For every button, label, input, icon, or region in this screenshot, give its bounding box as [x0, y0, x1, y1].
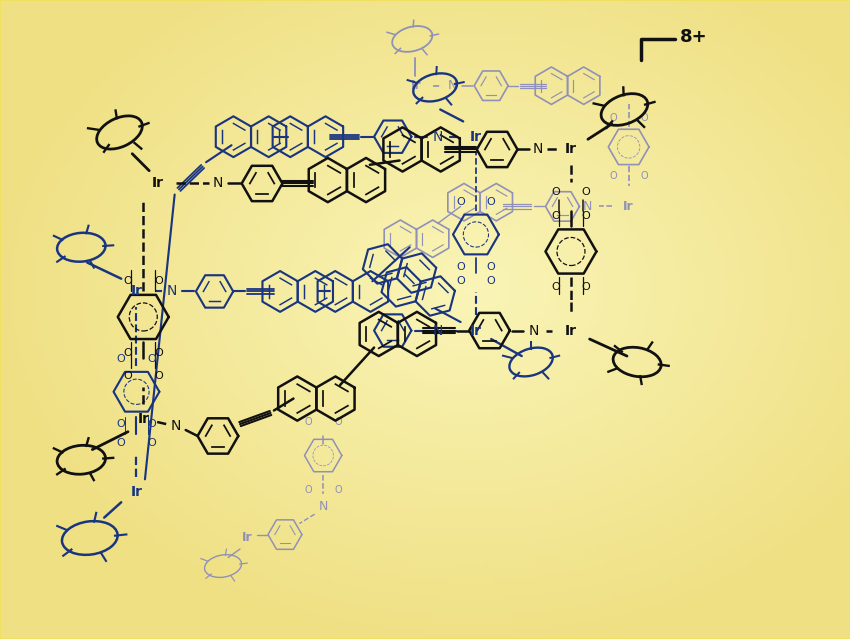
Text: Ir: Ir — [130, 485, 143, 499]
Text: O: O — [609, 171, 617, 181]
Text: 8+: 8+ — [680, 28, 708, 46]
Text: Ir: Ir — [470, 323, 482, 337]
Text: O: O — [487, 262, 496, 272]
Text: O: O — [304, 484, 312, 495]
Text: O: O — [552, 282, 560, 292]
Text: O: O — [123, 276, 133, 286]
Text: O: O — [147, 355, 156, 364]
Text: O: O — [123, 348, 133, 358]
Text: O: O — [552, 211, 560, 221]
Text: O: O — [116, 438, 126, 448]
Text: Ir: Ir — [623, 200, 634, 213]
Text: O: O — [123, 371, 133, 381]
Text: O: O — [456, 276, 465, 286]
Text: O: O — [147, 419, 156, 429]
Text: N: N — [319, 500, 328, 513]
Text: N: N — [529, 323, 539, 337]
Text: O: O — [487, 276, 496, 286]
Text: O: O — [304, 417, 312, 426]
Text: O: O — [147, 438, 156, 448]
Text: N: N — [433, 130, 443, 144]
Text: Ir: Ir — [137, 412, 150, 426]
Text: Ir: Ir — [565, 323, 577, 337]
Text: O: O — [116, 419, 126, 429]
Text: O: O — [552, 187, 560, 197]
Text: O: O — [456, 197, 465, 207]
Text: O: O — [335, 484, 343, 495]
Text: N: N — [447, 79, 456, 92]
Text: Ir: Ir — [241, 532, 252, 544]
Text: O: O — [609, 113, 617, 123]
Text: O: O — [116, 355, 126, 364]
Text: O: O — [640, 113, 648, 123]
Text: N: N — [533, 142, 543, 157]
Text: N: N — [170, 419, 181, 433]
Text: O: O — [582, 211, 591, 221]
Text: O: O — [640, 171, 648, 181]
Text: O: O — [154, 371, 163, 381]
Text: O: O — [456, 262, 465, 272]
Text: Ir: Ir — [411, 79, 422, 92]
Text: N: N — [167, 284, 178, 298]
Text: N: N — [583, 200, 592, 213]
Text: O: O — [154, 276, 163, 286]
Text: Ir: Ir — [151, 176, 164, 190]
Text: O: O — [335, 417, 343, 426]
Text: O: O — [582, 187, 591, 197]
Text: O: O — [582, 282, 591, 292]
Text: Ir: Ir — [130, 284, 143, 298]
Text: Ir: Ir — [565, 142, 577, 157]
Text: O: O — [154, 348, 163, 358]
Text: O: O — [487, 197, 496, 207]
Text: N: N — [212, 176, 224, 190]
Text: N: N — [433, 323, 443, 337]
Text: Ir: Ir — [470, 130, 482, 144]
